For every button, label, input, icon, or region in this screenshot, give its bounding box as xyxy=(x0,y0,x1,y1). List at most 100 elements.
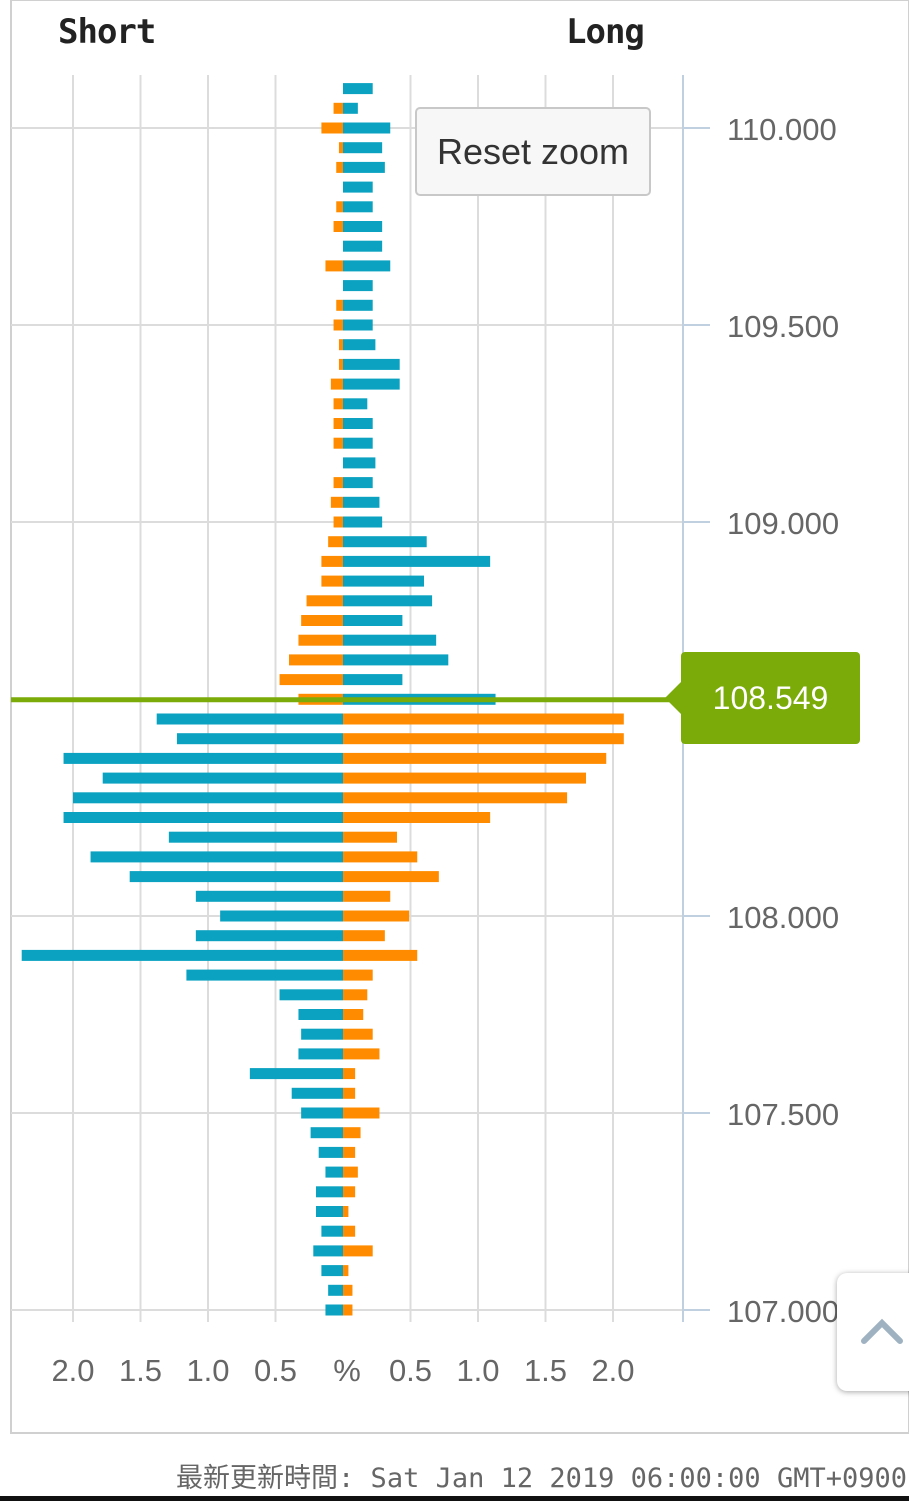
short-bar-blue xyxy=(249,1068,343,1080)
long-bar-orange xyxy=(343,1245,373,1257)
short-bar-orange xyxy=(279,674,343,686)
long-bar-blue xyxy=(343,240,383,252)
short-bar-orange xyxy=(338,142,343,154)
short-bar-blue xyxy=(321,1225,343,1237)
long-bar-orange xyxy=(343,910,410,922)
long-bar-orange xyxy=(343,989,368,1001)
short-bar-blue xyxy=(102,772,343,784)
short-bar-orange xyxy=(330,496,343,508)
short-bar-orange xyxy=(333,319,343,331)
short-bar-orange xyxy=(333,418,343,429)
short-bar-orange xyxy=(336,201,343,213)
short-bar-blue xyxy=(63,812,344,823)
long-bar-orange xyxy=(343,930,385,942)
y-tick-label: 109.000 xyxy=(727,506,839,541)
short-bar-blue xyxy=(195,890,343,902)
y-tick-label: 107.500 xyxy=(727,1097,839,1132)
long-bar-orange xyxy=(343,949,418,961)
long-bar-orange xyxy=(343,812,491,823)
long-bar-orange xyxy=(343,1225,356,1237)
short-bar-orange xyxy=(333,477,343,489)
long-bar-blue xyxy=(343,674,403,686)
y-tick-label: 107.000 xyxy=(727,1294,839,1329)
long-bar-orange xyxy=(343,1206,349,1217)
short-bar-blue xyxy=(176,733,343,745)
long-bar-blue xyxy=(343,654,449,666)
long-bar-orange xyxy=(343,831,397,843)
long-bar-orange xyxy=(343,1186,356,1198)
short-bar-orange xyxy=(336,161,343,173)
chart-frame xyxy=(10,0,909,1434)
long-bar-blue xyxy=(343,122,391,134)
short-bar-orange xyxy=(298,634,343,646)
short-bar-orange xyxy=(321,122,343,134)
long-bar-orange xyxy=(343,890,391,902)
scroll-top-button[interactable] xyxy=(837,1273,909,1391)
long-bar-orange xyxy=(343,871,439,883)
long-bar-orange xyxy=(343,1265,349,1277)
short-bar-blue xyxy=(279,989,343,1001)
short-bar-blue xyxy=(129,871,343,883)
short-bar-orange xyxy=(325,260,343,272)
x-tick-label: 0.5 xyxy=(254,1353,297,1388)
long-bar-blue xyxy=(343,398,368,410)
x-tick-label: 2.0 xyxy=(51,1353,94,1388)
y-tick-label: 110.000 xyxy=(727,112,837,147)
current-price-tag: 108.549 xyxy=(665,652,860,744)
short-bar-orange xyxy=(338,339,343,351)
short-bar-orange xyxy=(333,221,343,232)
short-bar-blue xyxy=(328,1284,343,1296)
long-bar-orange xyxy=(343,1107,380,1119)
long-bar-orange xyxy=(343,969,373,981)
x-axis-label: % xyxy=(333,1353,361,1388)
short-bar-blue xyxy=(316,1206,343,1217)
short-bar-blue xyxy=(168,831,343,843)
long-bar-blue xyxy=(343,161,385,173)
bottom-edge-bar xyxy=(0,1496,909,1501)
long-bar-orange xyxy=(343,1284,353,1296)
long-bar-orange xyxy=(343,733,624,745)
short-bar-orange xyxy=(333,102,343,114)
short-bar-blue xyxy=(90,851,343,863)
long-bar-blue xyxy=(343,102,358,114)
long-bar-blue xyxy=(343,634,437,646)
reset-zoom-button[interactable]: Reset zoom xyxy=(415,107,651,196)
last-updated-text: 最新更新時間: Sat Jan 12 2019 06:00:00 GMT+090… xyxy=(176,1463,907,1494)
short-bar-orange xyxy=(333,437,343,449)
long-bar-orange xyxy=(343,1087,356,1099)
long-bar-blue xyxy=(343,555,491,567)
short-bar-blue xyxy=(195,930,343,942)
short-bar-blue xyxy=(301,1028,343,1040)
short-bar-blue xyxy=(313,1245,343,1257)
long-bar-blue xyxy=(343,457,376,469)
y-tick-label: 108.000 xyxy=(727,900,839,935)
long-bar-blue xyxy=(343,142,383,154)
short-bar-blue xyxy=(321,1265,343,1277)
short-bar-orange xyxy=(333,398,343,410)
long-bar-blue xyxy=(343,83,373,95)
short-bar-blue xyxy=(291,1087,343,1099)
short-title: Short xyxy=(58,12,156,52)
long-bar-blue xyxy=(343,299,373,311)
short-bar-orange xyxy=(301,615,343,626)
long-bar-blue xyxy=(343,260,391,272)
short-bar-blue xyxy=(301,1107,343,1119)
long-bar-blue xyxy=(343,358,400,370)
long-bar-orange xyxy=(343,713,624,725)
short-bar-orange xyxy=(328,536,343,548)
short-bar-orange xyxy=(289,654,343,666)
short-bar-blue xyxy=(156,713,343,725)
y-tick-label: 109.500 xyxy=(727,309,839,344)
long-bar-blue xyxy=(343,201,373,213)
long-bar-orange xyxy=(343,752,607,764)
long-bar-blue xyxy=(343,496,380,508)
x-tick-label: 1.0 xyxy=(456,1353,499,1388)
chevron-up-icon xyxy=(860,1315,904,1349)
long-bar-orange xyxy=(343,1068,356,1080)
long-bar-blue xyxy=(343,339,376,351)
short-bar-blue xyxy=(325,1166,343,1178)
short-bar-blue xyxy=(63,752,344,764)
long-bar-blue xyxy=(343,221,383,232)
long-bar-blue xyxy=(343,181,373,193)
